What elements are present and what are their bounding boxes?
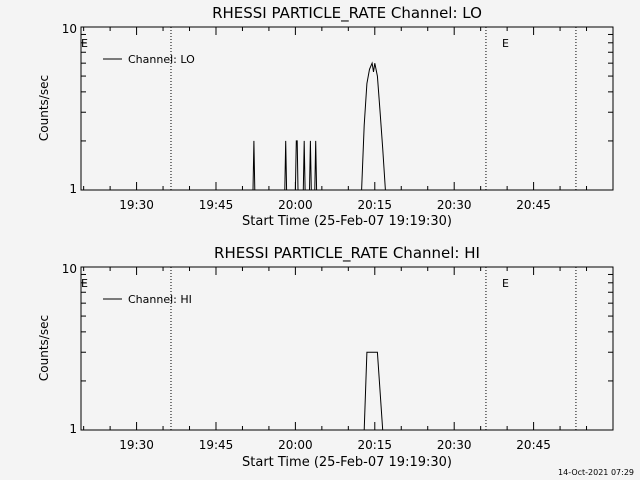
legend-label: Channel: HI bbox=[128, 293, 192, 306]
x-tick-label: 20:15 bbox=[357, 198, 392, 212]
chart-title: RHESSI PARTICLE_RATE Channel: LO bbox=[212, 4, 482, 23]
plot-frame bbox=[80, 266, 614, 431]
x-axis-label: Start Time (25-Feb-07 19:19:30) bbox=[242, 455, 452, 470]
y-tick-label: 10 bbox=[62, 22, 77, 36]
x-axis-label: Start Time (25-Feb-07 19:19:30) bbox=[242, 214, 452, 229]
chart-title: RHESSI PARTICLE_RATE Channel: HI bbox=[214, 244, 480, 263]
x-tick-label: 20:45 bbox=[516, 198, 551, 212]
x-tick-label: 19:30 bbox=[119, 198, 154, 212]
x-tick-label: 20:45 bbox=[516, 438, 551, 452]
plot-frame bbox=[80, 26, 614, 191]
event-marker-label: E bbox=[81, 277, 88, 290]
y-tick-label: 1 bbox=[69, 422, 77, 436]
y-tick-label: 1 bbox=[69, 182, 77, 196]
x-tick-label: 20:30 bbox=[437, 438, 472, 452]
x-tick-label: 20:00 bbox=[278, 438, 313, 452]
y-axis-label: Counts/sec bbox=[37, 315, 51, 381]
y-axis-label: Counts/sec bbox=[37, 75, 51, 141]
legend-label: Channel: LO bbox=[128, 53, 195, 66]
x-tick-label: 19:45 bbox=[199, 438, 234, 452]
x-tick-label: 20:15 bbox=[357, 438, 392, 452]
x-tick-label: 19:30 bbox=[119, 438, 154, 452]
x-tick-label: 20:00 bbox=[278, 198, 313, 212]
event-marker-label: E bbox=[502, 37, 509, 50]
footer-timestamp: 14-Oct-2021 07:29 bbox=[558, 468, 634, 477]
x-tick-label: 20:30 bbox=[437, 198, 472, 212]
series-line bbox=[81, 351, 613, 431]
x-tick-label: 19:45 bbox=[199, 198, 234, 212]
event-marker-label: E bbox=[81, 37, 88, 50]
y-tick-label: 10 bbox=[62, 262, 77, 276]
event-marker-label: E bbox=[502, 277, 509, 290]
series-line bbox=[81, 61, 613, 191]
